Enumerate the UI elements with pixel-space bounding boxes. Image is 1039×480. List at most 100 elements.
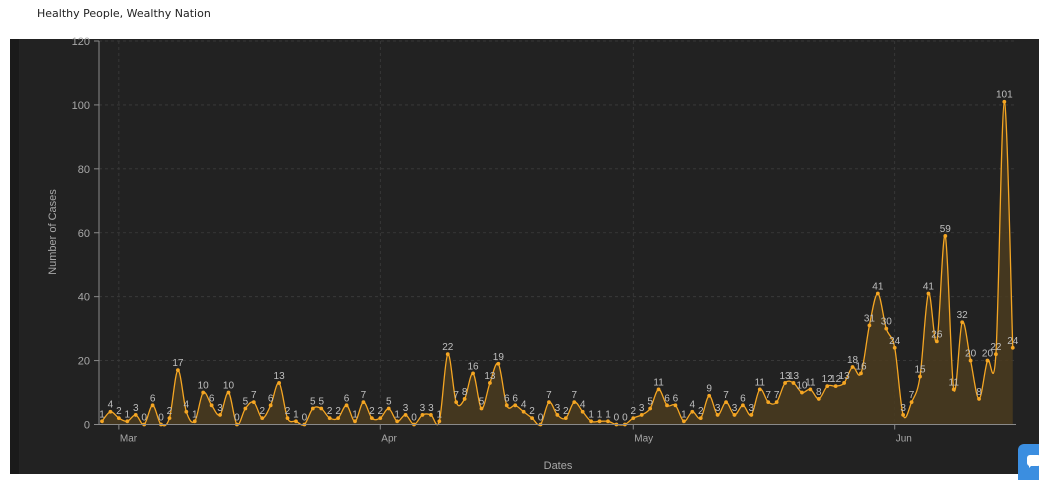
x-tick-label: Jun [896,434,912,445]
data-point [985,358,990,363]
data-label: 24 [889,336,901,347]
data-label: 6 [209,393,215,404]
data-label: 2 [116,406,122,417]
data-point [488,381,492,385]
data-label: 6 [512,393,518,404]
data-point [977,397,981,401]
data-label: 6 [268,393,274,404]
data-label: 3 [900,403,906,414]
data-label: 2 [285,406,291,417]
data-label: 101 [996,90,1013,101]
data-label: 2 [167,406,173,417]
data-point [631,416,636,421]
data-point [816,397,821,401]
data-label: 20 [965,349,977,360]
data-point [319,406,324,411]
data-label: 2 [529,406,535,417]
data-label: 3 [639,403,645,414]
chat-widget-button[interactable] [1018,444,1039,480]
data-point [749,413,754,417]
data-label: 24 [1007,336,1019,347]
data-point [825,384,830,389]
data-point [993,352,998,357]
data-point [673,403,678,408]
data-label: 5 [243,397,249,408]
data-point [294,419,298,424]
data-point [875,291,880,296]
data-point [462,397,467,401]
data-label: 1 [125,409,131,420]
data-label: 17 [172,358,184,369]
data-label: 22 [990,342,1002,353]
chat-bubble-icon [1027,455,1039,468]
data-point [707,393,712,398]
data-point [597,419,602,424]
data-point [656,387,661,392]
data-point [226,390,231,395]
y-axis-label: Number of Cases [47,189,59,275]
data-point [353,419,357,424]
data-label: 10 [796,381,808,392]
data-point [395,419,400,424]
data-label: 3 [403,403,409,414]
data-label: 1 [352,409,358,420]
data-label: 15 [914,365,926,376]
data-label: 1 [293,409,299,420]
data-label: 31 [864,313,876,324]
data-point [361,400,366,405]
data-label: 5 [479,397,485,408]
data-point [572,400,577,405]
data-point [909,400,914,405]
data-point [133,413,138,417]
data-label: 6 [664,393,670,404]
data-point [310,406,315,411]
data-point [918,374,922,379]
data-label: 0 [614,413,620,424]
data-point [648,406,653,411]
data-point [116,416,121,421]
data-label: 13 [484,371,496,382]
data-point [791,381,796,385]
data-point [833,384,838,389]
data-label: 11 [755,377,766,388]
data-point [403,413,408,417]
data-point [580,409,585,414]
data-point [471,371,475,376]
y-tick-label: 60 [78,228,90,240]
data-label: 11 [653,377,664,388]
data-label: 0 [141,413,147,424]
data-label: 5 [310,397,316,408]
data-label: 0 [411,413,417,424]
data-point [892,345,897,350]
y-tick-label: 120 [72,36,90,48]
y-tick-label: 100 [72,100,90,112]
data-point [968,358,973,363]
data-label: 11 [805,377,816,388]
data-label: 1 [681,409,687,420]
data-point [167,416,172,421]
data-point [808,387,813,392]
data-label: 10 [223,381,235,392]
data-label: 8 [816,387,822,398]
data-label: 1 [605,409,611,420]
data-point [934,339,939,344]
data-label: 4 [184,400,190,411]
data-label: 0 [302,413,308,424]
data-label: 4 [521,400,527,411]
data-label: 0 [234,413,240,424]
data-point [479,406,484,411]
data-point [369,416,374,421]
data-label: 1 [394,409,400,420]
data-label: 2 [327,406,333,417]
data-label: 6 [504,393,510,404]
data-label: 3 [555,403,561,414]
data-label: 3 [732,403,738,414]
data-point [445,352,450,357]
data-label: 1 [588,409,594,420]
data-label: 6 [740,393,746,404]
data-label: 7 [723,390,729,401]
y-tick-label: 80 [78,164,90,176]
data-label: 13 [788,371,800,382]
data-point [277,381,281,385]
